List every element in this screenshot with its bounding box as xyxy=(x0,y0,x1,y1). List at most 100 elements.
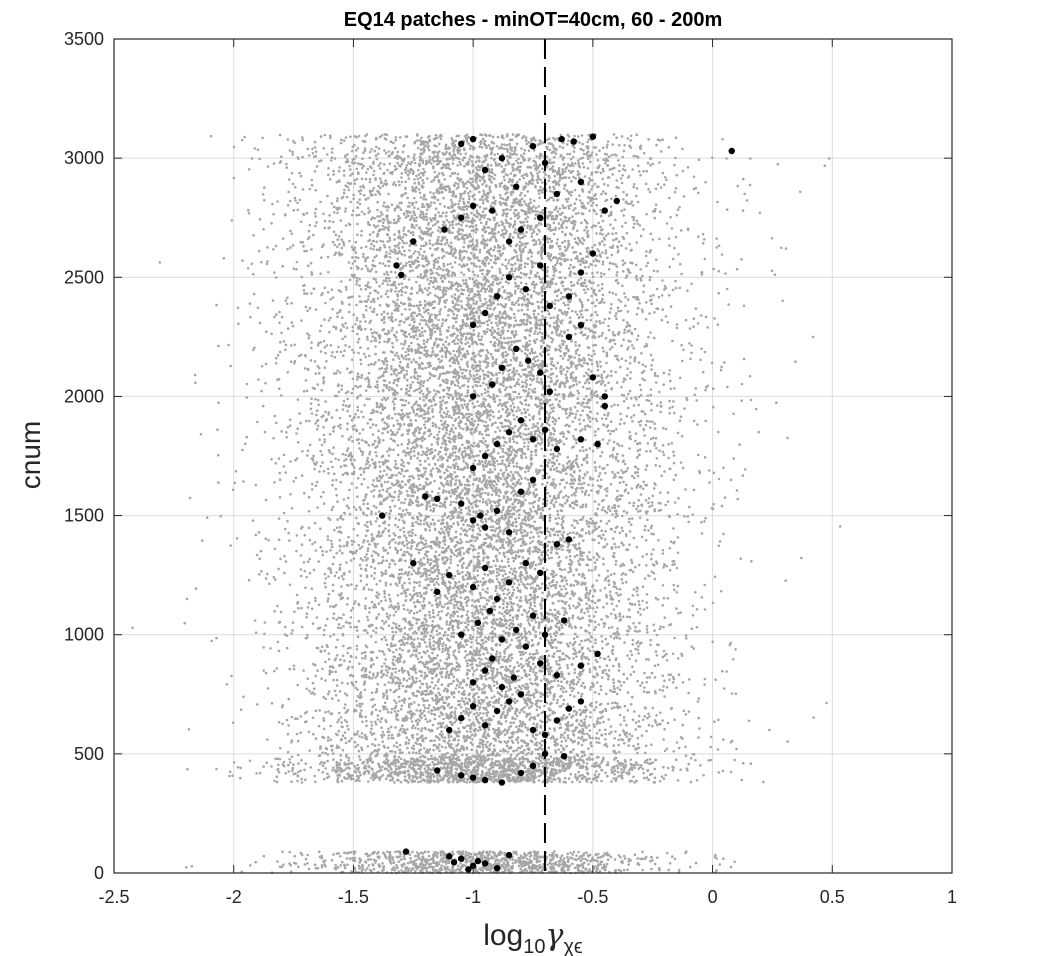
gray-point xyxy=(627,769,631,773)
gray-point xyxy=(657,643,660,647)
gray-point xyxy=(438,774,441,777)
gray-point xyxy=(240,870,244,873)
gray-point xyxy=(462,208,466,212)
gray-point xyxy=(158,261,162,264)
gray-point xyxy=(415,851,419,854)
gray-point xyxy=(311,542,314,546)
gray-point xyxy=(336,199,339,203)
gray-point xyxy=(650,772,654,776)
gray-point xyxy=(396,525,400,529)
gray-point xyxy=(342,169,346,172)
gray-point xyxy=(419,780,423,783)
gray-point xyxy=(397,855,400,859)
gray-point xyxy=(477,764,481,767)
gray-point xyxy=(647,778,650,781)
gray-point xyxy=(678,262,682,266)
gray-point xyxy=(390,711,393,714)
gray-point xyxy=(611,645,615,648)
gray-point xyxy=(418,857,421,860)
gray-point xyxy=(501,565,505,569)
gray-point xyxy=(722,857,725,860)
gray-point xyxy=(615,271,619,274)
gray-point xyxy=(551,852,554,855)
gray-point xyxy=(531,863,535,867)
gray-point xyxy=(431,651,434,655)
gray-point xyxy=(300,353,303,357)
gray-point xyxy=(513,757,516,760)
gray-point xyxy=(338,762,342,765)
gray-point xyxy=(292,667,296,671)
gray-point xyxy=(634,659,638,662)
gray-point xyxy=(299,769,302,773)
gray-point xyxy=(641,850,644,854)
gray-point xyxy=(612,777,615,780)
gray-point xyxy=(633,766,637,770)
gray-point xyxy=(423,426,427,430)
gray-point xyxy=(397,870,401,873)
gray-point xyxy=(600,779,603,783)
gray-point xyxy=(627,860,630,863)
gray-point xyxy=(326,772,329,776)
gray-point xyxy=(413,158,416,161)
gray-point xyxy=(498,388,501,391)
gray-point xyxy=(696,423,699,426)
gray-point xyxy=(455,501,458,504)
gray-point xyxy=(715,869,718,872)
gray-point xyxy=(484,398,488,402)
gray-point xyxy=(495,779,498,783)
gray-point xyxy=(421,546,425,550)
gray-point xyxy=(415,503,419,507)
gray-point xyxy=(627,857,631,861)
gray-point xyxy=(506,329,510,333)
gray-point xyxy=(532,228,535,232)
gray-point xyxy=(621,284,624,288)
gray-point xyxy=(559,744,563,747)
gray-point xyxy=(453,778,457,781)
gray-point xyxy=(479,289,483,293)
gray-point xyxy=(526,757,529,761)
gray-point xyxy=(299,715,303,718)
gray-point xyxy=(429,780,432,784)
gray-point xyxy=(412,304,416,308)
gray-point xyxy=(239,766,242,770)
gray-point xyxy=(442,411,446,415)
gray-point xyxy=(516,741,520,744)
gray-point xyxy=(376,297,380,300)
gray-point xyxy=(451,226,455,230)
gray-point xyxy=(315,480,319,484)
gray-point xyxy=(676,779,680,782)
gray-point xyxy=(372,778,375,782)
gray-point xyxy=(622,868,626,872)
gray-point xyxy=(324,767,327,770)
gray-point xyxy=(549,635,553,639)
gray-point xyxy=(440,864,443,867)
gray-point xyxy=(659,625,662,628)
gray-point xyxy=(578,141,581,144)
gray-point xyxy=(582,539,585,542)
gray-point xyxy=(335,478,338,482)
gray-point xyxy=(453,383,457,387)
gray-point xyxy=(440,610,444,613)
gray-point xyxy=(671,681,675,684)
gray-point xyxy=(264,362,268,366)
gray-point xyxy=(493,627,497,630)
gray-point xyxy=(572,687,576,690)
gray-point xyxy=(350,761,354,765)
gray-point xyxy=(383,852,386,856)
gray-point xyxy=(516,586,519,590)
gray-point xyxy=(622,770,625,774)
gray-point xyxy=(397,765,401,769)
gray-point xyxy=(553,174,557,178)
gray-point xyxy=(422,181,425,185)
gray-point xyxy=(590,569,594,572)
gray-point xyxy=(364,869,367,872)
gray-point xyxy=(307,867,311,871)
gray-point xyxy=(306,853,310,857)
gray-point xyxy=(412,759,416,762)
gray-point xyxy=(664,773,667,777)
gray-point xyxy=(528,858,532,862)
gray-point xyxy=(485,155,488,158)
gray-point xyxy=(556,758,560,762)
gray-point xyxy=(485,857,489,860)
gray-point xyxy=(472,462,475,466)
